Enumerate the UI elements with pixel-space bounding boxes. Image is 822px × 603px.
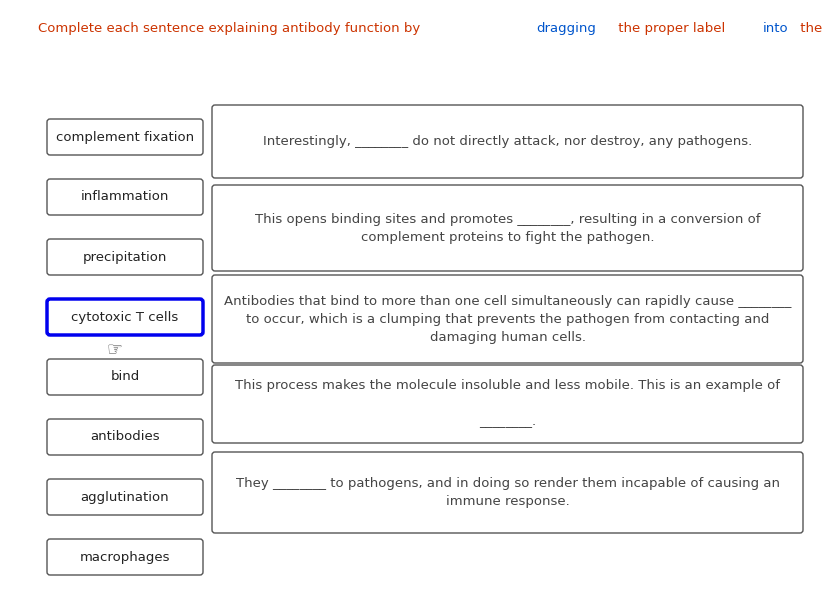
Text: into: into — [763, 22, 788, 35]
FancyBboxPatch shape — [47, 119, 203, 155]
Text: They ________ to pathogens, and in doing so render them incapable of causing an
: They ________ to pathogens, and in doing… — [235, 477, 779, 508]
Text: macrophages: macrophages — [80, 551, 170, 563]
Text: ☞: ☞ — [107, 340, 123, 358]
Text: agglutination: agglutination — [81, 490, 169, 504]
Text: This opens binding sites and promotes ________, resulting in a conversion of
com: This opens binding sites and promotes __… — [255, 212, 760, 244]
Text: precipitation: precipitation — [83, 250, 167, 264]
Text: Complete each sentence explaining antibody function by: Complete each sentence explaining antibo… — [38, 22, 424, 35]
Text: Interestingly, ________ do not directly attack, nor destroy, any pathogens.: Interestingly, ________ do not directly … — [263, 135, 752, 148]
FancyBboxPatch shape — [47, 539, 203, 575]
Text: inflammation: inflammation — [81, 191, 169, 203]
FancyBboxPatch shape — [212, 365, 803, 443]
Text: This process makes the molecule insoluble and less mobile. This is an example of: This process makes the molecule insolubl… — [235, 379, 780, 429]
FancyBboxPatch shape — [212, 275, 803, 363]
FancyBboxPatch shape — [47, 359, 203, 395]
Text: Antibodies that bind to more than one cell simultaneously can rapidly cause ____: Antibodies that bind to more than one ce… — [224, 294, 792, 344]
FancyBboxPatch shape — [47, 419, 203, 455]
Text: the proper label: the proper label — [614, 22, 729, 35]
FancyBboxPatch shape — [47, 299, 203, 335]
FancyBboxPatch shape — [47, 479, 203, 515]
Text: antibodies: antibodies — [90, 431, 159, 443]
Text: the: the — [796, 22, 822, 35]
FancyBboxPatch shape — [212, 105, 803, 178]
FancyBboxPatch shape — [47, 179, 203, 215]
FancyBboxPatch shape — [212, 185, 803, 271]
FancyBboxPatch shape — [47, 239, 203, 275]
FancyBboxPatch shape — [212, 452, 803, 533]
Text: cytotoxic T cells: cytotoxic T cells — [72, 311, 178, 323]
Text: dragging: dragging — [537, 22, 597, 35]
Text: complement fixation: complement fixation — [56, 130, 194, 144]
Text: bind: bind — [110, 370, 140, 384]
